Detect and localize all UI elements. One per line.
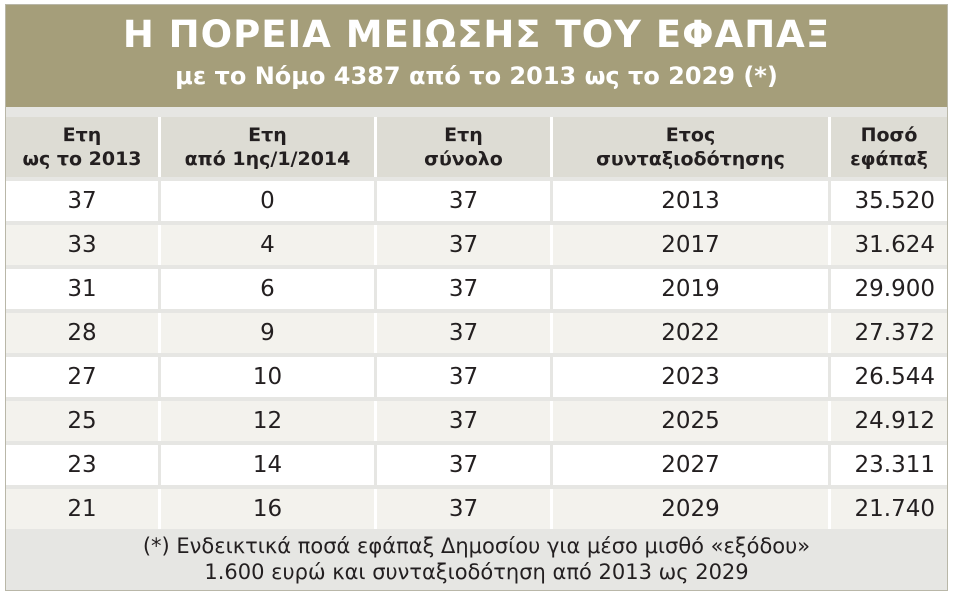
cell-retirement-year: 2019 (550, 269, 828, 309)
page-subtitle: με το Νόμο 4387 από το 2013 ως το 2029 (… (175, 62, 778, 90)
cell-years-from-2014: 12 (158, 401, 374, 441)
cell-years-from-2014: 14 (158, 445, 374, 485)
column-header-lump-sum-amount: Ποσό εφάπαξ (828, 117, 947, 177)
cell-years-from-2014: 9 (158, 313, 374, 353)
table-row: 37 0 37 2013 35.520 (6, 181, 947, 221)
cell-retirement-year: 2029 (550, 489, 828, 529)
cell-years-until-2013: 33 (6, 225, 158, 265)
cell-lump-sum-amount: 31.624 (828, 225, 947, 265)
column-header-line: Ετη (444, 124, 483, 146)
cell-total-years: 37 (374, 269, 550, 309)
table-row: 31 6 37 2019 29.900 (6, 269, 947, 309)
column-header-line: εφάπαξ (850, 148, 928, 170)
cell-lump-sum-amount: 23.311 (828, 445, 947, 485)
cell-retirement-year: 2025 (550, 401, 828, 441)
column-header-total-years: Ετη σύνολο (374, 117, 550, 177)
cell-total-years: 37 (374, 181, 550, 221)
column-header-line: Ετος (665, 124, 716, 146)
cell-lump-sum-amount: 29.900 (828, 269, 947, 309)
cell-years-until-2013: 21 (6, 489, 158, 529)
table-row: 27 10 37 2023 26.544 (6, 357, 947, 397)
column-header-line: από 1ης/1/2014 (184, 148, 351, 170)
table-row: 25 12 37 2025 24.912 (6, 401, 947, 441)
column-header-line: σύνολο (424, 148, 503, 170)
page-title: Η ΠΟΡΕΙΑ ΜΕΙΩΣΗΣ ΤΟΥ ΕΦΑΠΑΞ (122, 13, 831, 56)
cell-lump-sum-amount: 26.544 (828, 357, 947, 397)
cell-retirement-year: 2023 (550, 357, 828, 397)
footnote: (*) Ενδεικτικά ποσά εφάπαξ Δημοσίου για … (6, 533, 947, 585)
cell-years-from-2014: 6 (158, 269, 374, 309)
cell-years-until-2013: 27 (6, 357, 158, 397)
column-header-line: ως το 2013 (22, 148, 142, 170)
footnote-line-2: 1.600 ευρώ και συνταξιοδότηση από 2013 ω… (204, 560, 749, 584)
cell-years-until-2013: 23 (6, 445, 158, 485)
cell-total-years: 37 (374, 489, 550, 529)
cell-lump-sum-amount: 24.912 (828, 401, 947, 441)
infographic-frame: Η ΠΟΡΕΙΑ ΜΕΙΩΣΗΣ ΤΟΥ ΕΦΑΠΑΞ με το Νόμο 4… (5, 4, 948, 591)
column-header-years-until-2013: Ετη ως το 2013 (6, 117, 158, 177)
cell-total-years: 37 (374, 357, 550, 397)
column-header-line: συνταξιοδότησης (596, 148, 785, 170)
table-row: 23 14 37 2027 23.311 (6, 445, 947, 485)
cell-years-from-2014: 16 (158, 489, 374, 529)
cell-years-from-2014: 0 (158, 181, 374, 221)
cell-retirement-year: 2027 (550, 445, 828, 485)
table-header-row: Ετη ως το 2013 Ετη από 1ης/1/2014 Ετη σύ… (6, 117, 947, 177)
cell-years-until-2013: 31 (6, 269, 158, 309)
cell-total-years: 37 (374, 445, 550, 485)
cell-years-from-2014: 4 (158, 225, 374, 265)
title-banner: Η ΠΟΡΕΙΑ ΜΕΙΩΣΗΣ ΤΟΥ ΕΦΑΠΑΞ με το Νόμο 4… (6, 5, 947, 107)
cell-retirement-year: 2017 (550, 225, 828, 265)
cell-years-from-2014: 10 (158, 357, 374, 397)
footnote-line-1: (*) Ενδεικτικά ποσά εφάπαξ Δημοσίου για … (142, 534, 811, 558)
cell-retirement-year: 2022 (550, 313, 828, 353)
cell-total-years: 37 (374, 313, 550, 353)
cell-lump-sum-amount: 27.372 (828, 313, 947, 353)
table-row: 28 9 37 2022 27.372 (6, 313, 947, 353)
cell-total-years: 37 (374, 225, 550, 265)
column-header-years-from-2014: Ετη από 1ης/1/2014 (158, 117, 374, 177)
cell-lump-sum-amount: 21.740 (828, 489, 947, 529)
cell-lump-sum-amount: 35.520 (828, 181, 947, 221)
cell-years-until-2013: 37 (6, 181, 158, 221)
table-row: 33 4 37 2017 31.624 (6, 225, 947, 265)
column-header-line: Ετη (248, 124, 287, 146)
cell-years-until-2013: 28 (6, 313, 158, 353)
table-row: 21 16 37 2029 21.740 (6, 489, 947, 529)
cell-years-until-2013: 25 (6, 401, 158, 441)
column-header-line: Ετη (62, 124, 102, 146)
column-header-line: Ποσό (860, 124, 918, 146)
cell-retirement-year: 2013 (550, 181, 828, 221)
lump-sum-table: Ετη ως το 2013 Ετη από 1ης/1/2014 Ετη σύ… (6, 113, 947, 533)
cell-total-years: 37 (374, 401, 550, 441)
column-header-retirement-year: Ετος συνταξιοδότησης (550, 117, 828, 177)
